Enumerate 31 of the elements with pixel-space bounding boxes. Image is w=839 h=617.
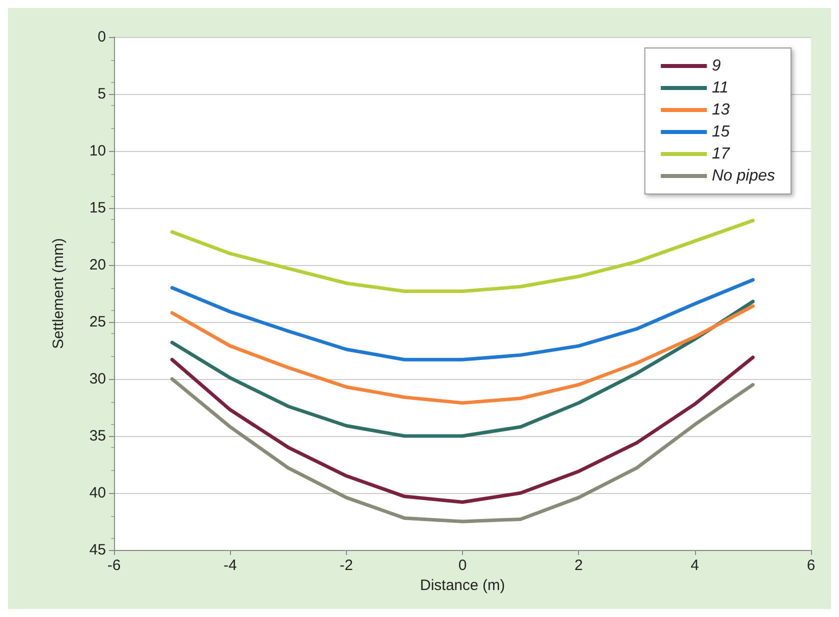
y-tick-label: 25 bbox=[89, 314, 106, 330]
y-tick-label: 30 bbox=[89, 370, 106, 388]
y-tick-label: 0 bbox=[98, 28, 106, 46]
x-tick-label: 4 bbox=[690, 557, 700, 574]
line-series bbox=[170, 300, 755, 438]
line-series bbox=[170, 304, 755, 405]
line-series bbox=[170, 377, 755, 524]
x-tick-label: 2 bbox=[574, 557, 583, 574]
x-tick-label: 0 bbox=[458, 557, 467, 574]
x-axis-title: Distance (m) bbox=[420, 576, 506, 594]
legend-label: 13 bbox=[712, 102, 730, 118]
y-tick-label: 35 bbox=[89, 428, 106, 444]
legend-label: 15 bbox=[712, 124, 730, 140]
y-tick-label: 10 bbox=[89, 142, 106, 160]
y-tick-label: 15 bbox=[89, 200, 106, 216]
x-tick-label: -4 bbox=[223, 557, 237, 574]
line-series bbox=[170, 218, 755, 293]
x-tick-label: -6 bbox=[107, 557, 121, 574]
x-tick-label: 6 bbox=[806, 557, 816, 574]
y-tick-label: 20 bbox=[89, 256, 106, 274]
x-tick-label: -2 bbox=[340, 557, 354, 574]
y-tick-label: 40 bbox=[89, 484, 106, 502]
legend-label: 17 bbox=[712, 146, 731, 162]
y-axis-title: Settlement (mm) bbox=[50, 238, 67, 349]
y-tick-label: 45 bbox=[89, 542, 106, 558]
legend-label: 9 bbox=[712, 58, 721, 74]
y-tick-label: 5 bbox=[98, 86, 106, 102]
line-series bbox=[170, 278, 755, 362]
line-series bbox=[170, 356, 755, 504]
legend-label: 11 bbox=[712, 80, 728, 96]
legend-label: No pipes bbox=[712, 168, 776, 184]
